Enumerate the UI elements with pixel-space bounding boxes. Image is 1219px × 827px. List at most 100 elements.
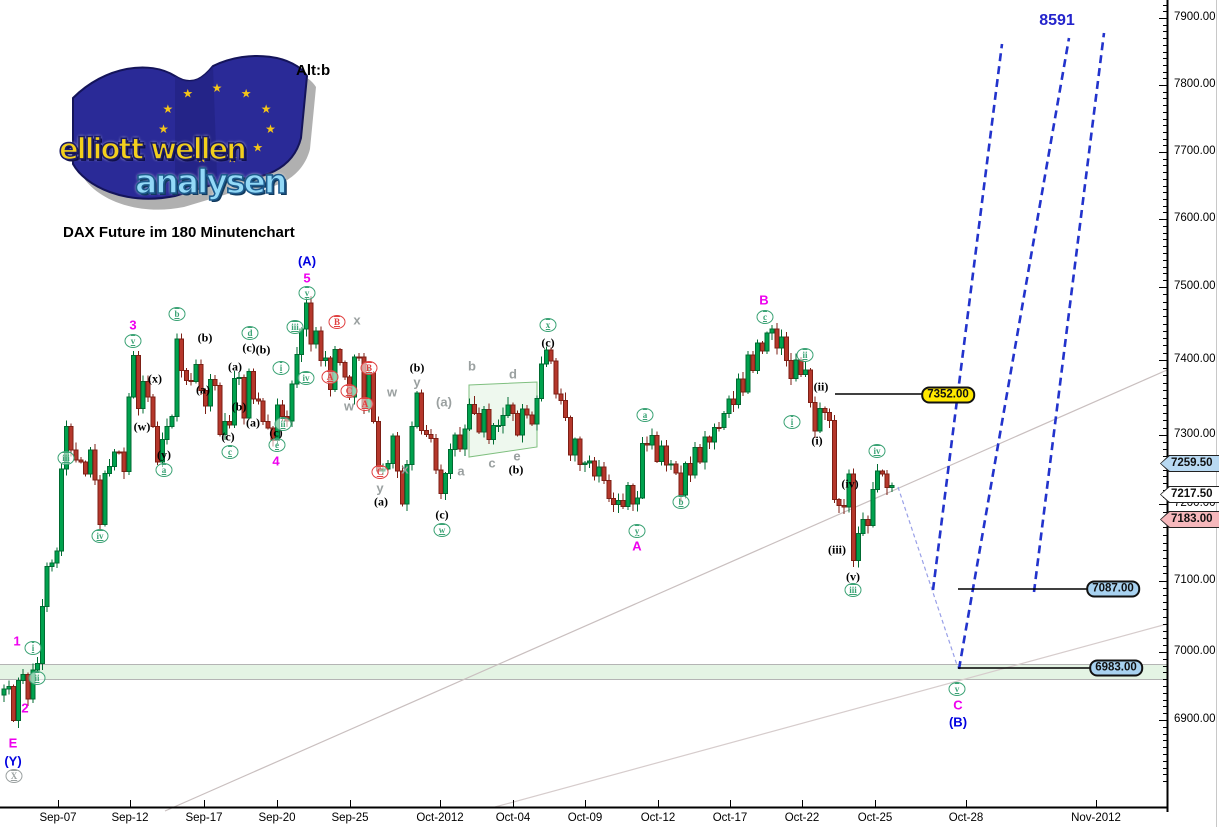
svg-text:★: ★ (265, 122, 276, 136)
wave-label: (c) (242, 340, 256, 355)
wave-label: a (155, 463, 173, 477)
wave-label-text: w (438, 525, 446, 535)
wave-label-text: d (247, 328, 253, 338)
wave-label: iii (844, 583, 862, 597)
wave-label-text: x (545, 320, 551, 330)
wave-label: (v) (846, 569, 860, 584)
wave-label-text: ii (34, 673, 40, 683)
wave-label: A (632, 538, 642, 554)
wave-label-text: a (161, 465, 167, 475)
x-tick-label: Oct-25 (857, 812, 893, 824)
wave-label: ii (796, 348, 814, 362)
gray-trendline (164, 369, 1168, 812)
y-tick-label: 7600.00 (1174, 212, 1216, 224)
y-tick-label: 7800.00 (1174, 78, 1216, 90)
x-tick-label: Sep-12 (111, 812, 149, 824)
wave-label: (c) (221, 429, 235, 444)
x-tick-label: Sep-20 (258, 812, 296, 824)
price-marker-value: 7259.50 (1161, 456, 1219, 471)
y-tick-label: 7000.00 (1174, 645, 1216, 657)
wave-label-text: e (275, 440, 279, 450)
wave-label: (a) (436, 394, 452, 410)
x-tick-label: Oct-28 (948, 812, 984, 824)
wave-label: w (386, 384, 398, 400)
wave-label: (b) (231, 399, 247, 414)
price-level-tag: 7352.00 (921, 386, 975, 404)
wave-label: w (343, 398, 355, 414)
x-tick-label: Oct-22 (784, 812, 820, 824)
alt-scenario-label: Alt:b (296, 62, 331, 79)
trend-channel-line (1032, 32, 1106, 593)
x-tick-label: Oct-17 (712, 812, 748, 824)
wave-label: 3 (129, 317, 137, 333)
wave-label: c (221, 445, 239, 459)
wave-label: C (953, 697, 963, 713)
wave-label: (iii) (828, 542, 846, 557)
wave-label: 4 (272, 453, 280, 469)
svg-text:★: ★ (162, 102, 173, 116)
wave-label: (A) (297, 253, 317, 269)
wave-label: 2 (21, 700, 29, 716)
y-tick-label: 7300.00 (1174, 428, 1216, 440)
svg-text:★: ★ (241, 87, 252, 101)
wave-label: i (24, 641, 42, 655)
wave-label: y (376, 480, 384, 496)
wave-label: C (371, 465, 389, 479)
wave-label: B (360, 361, 378, 375)
price-marker-value: 7217.50 (1161, 487, 1219, 502)
svg-text:★: ★ (182, 87, 193, 101)
wave-label: a (457, 463, 465, 479)
x-tick-label: Oct-12 (640, 812, 676, 824)
wave-label-text: A (326, 372, 334, 382)
x-tick-label: Nov-2012 (1071, 812, 1121, 824)
chart-title: DAX Future im 180 Minutenchart (63, 224, 295, 241)
wave-label-text: B (333, 317, 340, 327)
wave-label-text: iv (302, 373, 310, 383)
wave-label: iv (297, 371, 315, 385)
wave-label-text: C (376, 467, 384, 477)
svg-text:★: ★ (261, 102, 272, 116)
y-tick-label: 7500.00 (1174, 280, 1216, 292)
wave-label-text: b (678, 497, 684, 507)
wave-label: (b) (255, 342, 271, 357)
wave-label-text: iv (873, 446, 881, 456)
wave-label: d (241, 326, 259, 340)
wave-label: (Y) (4, 753, 22, 769)
wave-label-text: A (361, 399, 369, 409)
logo-text-analysen: analysen (134, 161, 288, 202)
wave-label: d (509, 366, 517, 382)
price-level-tag: 7087.00 (1086, 580, 1140, 598)
svg-text:★: ★ (252, 141, 263, 155)
wave-label-text: v (304, 288, 310, 298)
wave-label: (a) (246, 415, 260, 430)
wave-label-text: c (228, 447, 232, 457)
svg-text:★: ★ (196, 152, 207, 166)
svg-text:★: ★ (158, 122, 169, 136)
wave-label: w (433, 523, 451, 537)
trend-channel-line (957, 37, 1071, 670)
wave-label: i (783, 415, 801, 429)
wave-label: v (298, 286, 316, 300)
wave-label: (c) (435, 507, 449, 522)
wave-label: ii (274, 417, 292, 431)
wave-label: b (168, 307, 186, 321)
wave-label-text: iii (62, 453, 70, 463)
wave-label: (b) (409, 360, 425, 375)
x-tick-label: Oct-04 (495, 812, 531, 824)
y-tick-label: 6900.00 (1174, 713, 1216, 725)
svg-text:★: ★ (227, 152, 238, 166)
wave-label: y (413, 374, 421, 390)
wave-label: i (272, 361, 290, 375)
wave-label: iii (286, 320, 304, 334)
wave-label: (w) (133, 419, 151, 434)
svg-text:★: ★ (212, 81, 223, 95)
wave-label: iv (91, 529, 109, 543)
wave-label: e (513, 448, 521, 464)
wave-label: iii (57, 451, 75, 465)
wave-label-text: iii (291, 322, 299, 332)
wave-label: c (488, 455, 496, 471)
wave-label: (a) (196, 382, 210, 397)
x-tick-label: Sep-07 (39, 812, 77, 824)
wave-label: ii (28, 671, 46, 685)
price-level-tag: 6983.00 (1089, 659, 1143, 677)
